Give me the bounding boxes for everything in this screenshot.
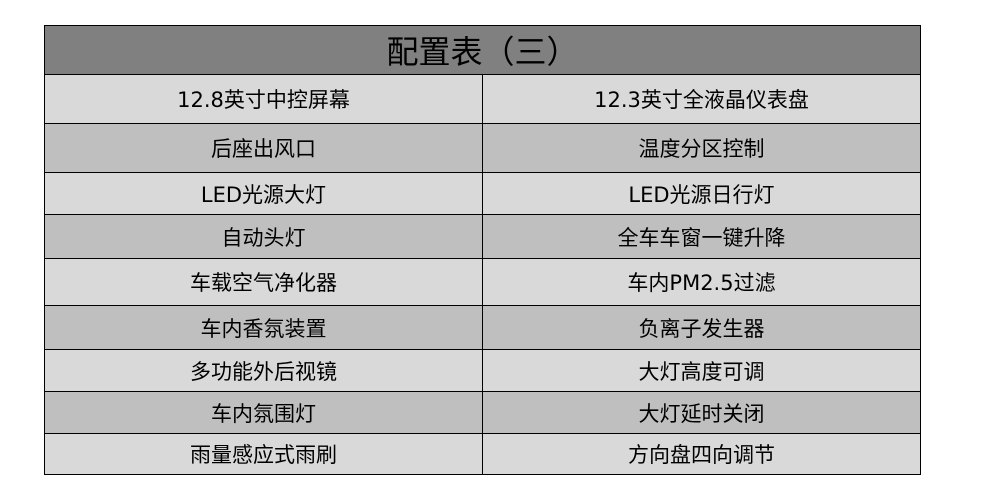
table-row: 12.8英寸中控屏幕 12.3英寸全液晶仪表盘 bbox=[44, 74, 921, 124]
title-row: 配置表（三） bbox=[44, 25, 921, 75]
table-row: 多功能外后视镜 大灯高度可调 bbox=[44, 349, 921, 392]
feature-cell-right: 12.3英寸全液晶仪表盘 bbox=[482, 74, 921, 124]
feature-cell-right: 大灯高度可调 bbox=[482, 349, 921, 392]
table-title: 配置表（三） bbox=[44, 25, 921, 75]
feature-cell-left: 车载空气净化器 bbox=[44, 258, 483, 306]
feature-cell-right: 温度分区控制 bbox=[482, 123, 921, 173]
feature-cell-left: 雨量感应式雨刷 bbox=[44, 433, 483, 475]
feature-cell-right: 大灯延时关闭 bbox=[482, 391, 921, 434]
table-row: 车载空气净化器 车内PM2.5过滤 bbox=[44, 258, 921, 306]
feature-cell-left: 多功能外后视镜 bbox=[44, 349, 483, 392]
feature-cell-right: 车内PM2.5过滤 bbox=[482, 258, 921, 306]
feature-cell-left: 后座出风口 bbox=[44, 123, 483, 173]
table-row: 雨量感应式雨刷 方向盘四向调节 bbox=[44, 433, 921, 475]
feature-cell-left: 自动头灯 bbox=[44, 214, 483, 259]
config-table: 配置表（三） 12.8英寸中控屏幕 12.3英寸全液晶仪表盘 后座出风口 温度分区控制… bbox=[44, 25, 921, 475]
feature-cell-left: LED光源大灯 bbox=[44, 172, 483, 215]
table-row: 车内香氛装置 负离子发生器 bbox=[44, 305, 921, 350]
feature-cell-left: 车内香氛装置 bbox=[44, 305, 483, 350]
table-row: 后座出风口 温度分区控制 bbox=[44, 123, 921, 173]
table-row: 自动头灯 全车车窗一键升降 bbox=[44, 214, 921, 259]
feature-cell-right: 方向盘四向调节 bbox=[482, 433, 921, 475]
table-row: 车内氛围灯 大灯延时关闭 bbox=[44, 391, 921, 434]
feature-cell-left: 12.8英寸中控屏幕 bbox=[44, 74, 483, 124]
feature-cell-left: 车内氛围灯 bbox=[44, 391, 483, 434]
feature-cell-right: 负离子发生器 bbox=[482, 305, 921, 350]
feature-cell-right: LED光源日行灯 bbox=[482, 172, 921, 215]
table-row: LED光源大灯 LED光源日行灯 bbox=[44, 172, 921, 215]
feature-cell-right: 全车车窗一键升降 bbox=[482, 214, 921, 259]
